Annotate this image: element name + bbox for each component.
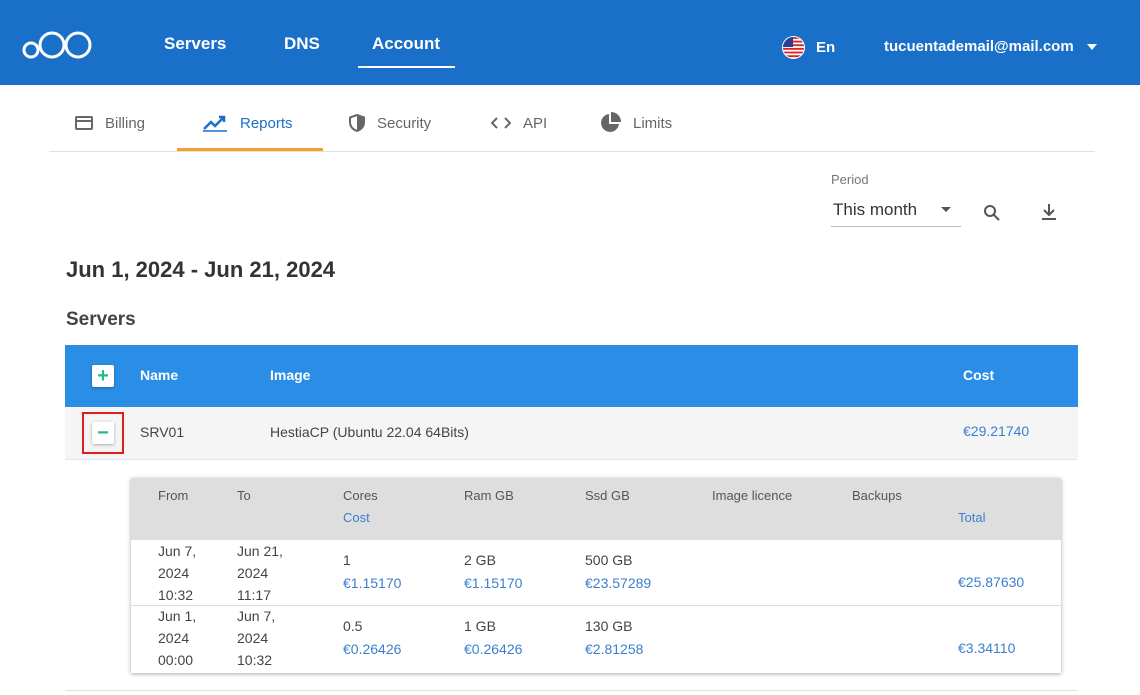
- detail-ram: 2 GB: [464, 552, 496, 568]
- us-flag-icon[interactable]: [782, 36, 805, 59]
- detail-row: Jun 7, 2024 10:32 Jun 21, 2024 11:17 1 €…: [131, 540, 1061, 606]
- tab-billing[interactable]: Billing: [75, 95, 145, 151]
- tab-api[interactable]: API: [491, 95, 547, 151]
- detail-header-cores: Cores: [343, 488, 378, 503]
- server-detail-card: From To Cores Cost Ram GB Ssd GB Image l…: [131, 478, 1061, 673]
- detail-header-ssd: Ssd GB: [585, 488, 630, 503]
- top-navbar: Servers DNS Account En tucuentademail@ma…: [0, 0, 1140, 85]
- detail-cores: 1: [343, 552, 351, 568]
- detail-header: From To Cores Cost Ram GB Ssd GB Image l…: [131, 478, 1061, 540]
- to-date: Jun 21,: [237, 543, 283, 559]
- period-value: This month: [833, 200, 918, 219]
- column-header-name: Name: [140, 367, 179, 383]
- trending-up-icon: [203, 115, 227, 132]
- tab-security[interactable]: Security: [349, 95, 431, 151]
- from-year: 2024: [158, 565, 190, 581]
- nav-dns[interactable]: DNS: [284, 34, 320, 53]
- plus-icon: +: [97, 365, 109, 387]
- search-icon[interactable]: [983, 204, 1001, 222]
- servers-table-header: + Name Image Cost: [65, 345, 1078, 407]
- from-year: 2024: [158, 630, 190, 646]
- collapse-row-button[interactable]: −: [92, 422, 114, 444]
- detail-ssd: 500 GB: [585, 552, 633, 568]
- server-name: SRV01: [140, 424, 185, 440]
- detail-header-ram: Ram GB: [464, 488, 514, 503]
- download-icon[interactable]: [1041, 203, 1057, 221]
- detail-ram-cost: €1.15170: [464, 575, 523, 591]
- detail-ram-cost: €0.26426: [464, 641, 523, 657]
- from-date: Jun 1,: [158, 608, 197, 624]
- server-image: HestiaCP (Ubuntu 22.04 64Bits): [270, 424, 469, 440]
- detail-ssd: 130 GB: [585, 618, 633, 634]
- detail-header-cost: Cost: [343, 510, 370, 525]
- tab-billing-label: Billing: [105, 114, 146, 132]
- report-date-range: Jun 1, 2024 - Jun 21, 2024: [66, 257, 336, 282]
- detail-ssd-cost: €23.57289: [585, 575, 652, 591]
- table-row[interactable]: − SRV01 HestiaCP (Ubuntu 22.04 64Bits) €…: [65, 407, 1078, 460]
- detail-ram: 1 GB: [464, 618, 496, 634]
- to-year: 2024: [237, 630, 269, 646]
- server-cost: €29.21740: [963, 423, 1030, 439]
- detail-header-backups: Backups: [852, 488, 902, 503]
- detail-to: Jun 21, 2024 11:17: [237, 540, 283, 606]
- detail-header-to: To: [237, 488, 251, 503]
- language-selector[interactable]: En: [816, 39, 836, 56]
- tab-api-label: API: [523, 114, 548, 132]
- tab-reports[interactable]: Reports: [202, 95, 293, 151]
- detail-from: Jun 1, 2024 00:00: [158, 605, 196, 671]
- tab-limits-label: Limits: [633, 114, 673, 132]
- detail-cores: 0.5: [343, 618, 363, 634]
- detail-cores-cost: €1.15170: [343, 575, 402, 591]
- to-date: Jun 7,: [237, 608, 276, 624]
- detail-total: €3.34110: [958, 640, 1016, 656]
- chevron-down-icon: [941, 207, 951, 212]
- detail-header-from: From: [158, 488, 189, 503]
- minus-icon: −: [97, 422, 109, 444]
- tab-reports-label: Reports: [240, 114, 293, 132]
- detail-header-total: Total: [958, 510, 986, 525]
- credit-card-icon: [75, 116, 93, 130]
- detail-from: Jun 7, 2024 10:32: [158, 540, 196, 606]
- to-time: 10:32: [237, 652, 273, 668]
- nav-account[interactable]: Account: [372, 34, 440, 53]
- tab-security-label: Security: [377, 114, 432, 132]
- detail-to: Jun 7, 2024 10:32: [237, 605, 275, 671]
- from-time: 00:00: [158, 652, 194, 668]
- column-header-image: Image: [270, 367, 311, 383]
- to-time: 11:17: [237, 587, 271, 603]
- detail-header-image-licence: Image licence: [712, 488, 793, 503]
- from-time: 10:32: [158, 587, 194, 603]
- user-email-menu[interactable]: tucuentademail@mail.com: [884, 38, 1074, 55]
- servers-section-title: Servers: [66, 309, 136, 330]
- chevron-down-icon[interactable]: [1087, 44, 1097, 50]
- code-icon: [491, 117, 511, 129]
- period-select[interactable]: This month: [831, 197, 961, 227]
- column-header-cost: Cost: [963, 367, 995, 383]
- detail-total: €25.87630: [958, 574, 1025, 590]
- from-date: Jun 7,: [158, 543, 197, 559]
- nav-servers[interactable]: Servers: [164, 34, 227, 53]
- to-year: 2024: [237, 565, 269, 581]
- divider: [65, 690, 1078, 691]
- tab-active-indicator: [177, 148, 323, 151]
- detail-row: Jun 1, 2024 00:00 Jun 7, 2024 10:32 0.5 …: [131, 607, 1061, 673]
- logo-icon[interactable]: [22, 28, 94, 62]
- tab-limits[interactable]: Limits: [599, 95, 672, 151]
- pie-chart-icon: [601, 112, 621, 132]
- nav-active-indicator: [358, 66, 455, 68]
- detail-ssd-cost: €2.81258: [585, 641, 644, 657]
- detail-cores-cost: €0.26426: [343, 641, 402, 657]
- shield-icon: [349, 114, 365, 132]
- expand-all-button[interactable]: +: [92, 365, 114, 387]
- period-label: Period: [831, 172, 869, 187]
- account-subtabs: Billing Reports Security API Limits: [49, 95, 1095, 152]
- highlight-box: [82, 412, 124, 454]
